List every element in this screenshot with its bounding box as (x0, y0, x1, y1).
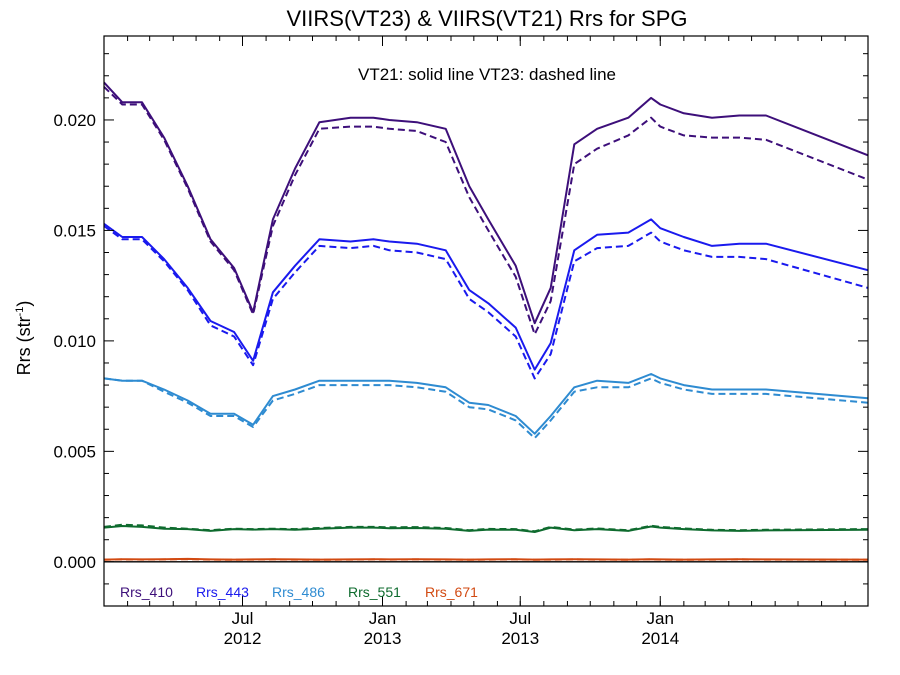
series-rrs_443-solid (103, 218, 869, 371)
x-tick-label-month-3: Jan (647, 609, 674, 628)
legend-item-rrs_551: Rrs_551 (348, 584, 401, 600)
series-rrs_410-dashed (103, 86, 869, 336)
y-axis-label: Rrs (str-1) (14, 301, 34, 376)
legend: Rrs_410 Rrs_443 Rrs_486 Rrs_551 Rrs_671 (120, 584, 478, 600)
x-tick-label-year-0: 2012 (224, 629, 262, 648)
legend-item-rrs_671: Rrs_671 (425, 584, 478, 600)
series-rrs_486-dashed (103, 377, 869, 440)
svg-text:Rrs (str-1): Rrs (str-1) (14, 301, 34, 376)
y-axis: 0.000 0.005 0.010 0.015 0.020 (53, 53, 868, 607)
legend-item-rrs_486: Rrs_486 (272, 584, 325, 600)
y-tick-label-3: 0.015 (53, 221, 96, 240)
x-tick-label-year-1: 2013 (364, 629, 402, 648)
y-axis-label-close: ) (14, 301, 34, 307)
chart-title: VIIRS(VT23) & VIIRS(VT21) Rrs for SPG (287, 6, 688, 31)
legend-item-rrs_410: Rrs_410 (120, 584, 173, 600)
y-tick-label-2: 0.010 (53, 332, 96, 351)
x-tick-label-year-2: 2013 (501, 629, 539, 648)
x-tick-label-month-1: Jan (369, 609, 396, 628)
x-tick-label-month-0: Jul (232, 609, 254, 628)
y-tick-label-0: 0.000 (53, 553, 96, 572)
series-rrs_551-dashed (103, 523, 869, 533)
series-rrs_410-solid (103, 81, 869, 325)
y-tick-label-1: 0.005 (53, 442, 96, 461)
x-tick-label-year-3: 2014 (641, 629, 679, 648)
series-rrs_671-dashed (103, 558, 869, 561)
legend-item-rrs_443: Rrs_443 (196, 584, 249, 600)
y-axis-label-sup: -1 (14, 307, 26, 317)
plot-frame (103, 35, 869, 607)
x-tick-label-month-2: Jul (509, 609, 531, 628)
plot-area (103, 81, 869, 563)
chart-annotation: VT21: solid line VT23: dashed line (358, 65, 616, 84)
series-rrs_486-solid (103, 373, 869, 435)
y-axis-label-main: Rrs (str (14, 316, 34, 375)
y-tick-label-4: 0.020 (53, 111, 96, 130)
